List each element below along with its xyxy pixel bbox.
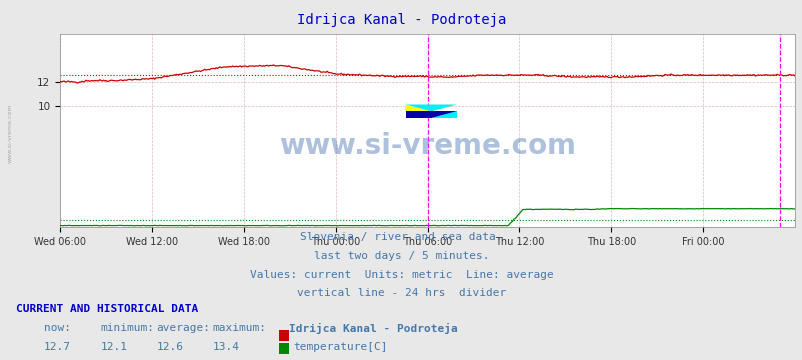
Text: temperature[C]: temperature[C] [293,342,387,352]
Text: 12.7: 12.7 [44,342,71,352]
Text: Idrijca Kanal - Podroteja: Idrijca Kanal - Podroteja [297,13,505,27]
Text: CURRENT AND HISTORICAL DATA: CURRENT AND HISTORICAL DATA [16,304,198,314]
Text: Values: current  Units: metric  Line: average: Values: current Units: metric Line: aver… [249,270,553,280]
Text: now:: now: [44,323,71,333]
Text: minimum:: minimum: [100,323,154,333]
Polygon shape [405,111,456,118]
Text: vertical line - 24 hrs  divider: vertical line - 24 hrs divider [297,288,505,298]
Text: maximum:: maximum: [213,323,266,333]
Text: average:: average: [156,323,210,333]
Text: 13.4: 13.4 [213,342,240,352]
Text: www.si-vreme.com: www.si-vreme.com [279,132,575,160]
Text: Slovenia / river and sea data.: Slovenia / river and sea data. [300,232,502,242]
Text: Idrijca Kanal - Podroteja: Idrijca Kanal - Podroteja [289,323,457,334]
Text: last two days / 5 minutes.: last two days / 5 minutes. [314,251,488,261]
Polygon shape [405,104,431,111]
Text: 12.1: 12.1 [100,342,128,352]
Polygon shape [405,104,456,111]
Text: 12.6: 12.6 [156,342,184,352]
Polygon shape [431,111,456,118]
Text: www.si-vreme.com: www.si-vreme.com [8,103,13,163]
